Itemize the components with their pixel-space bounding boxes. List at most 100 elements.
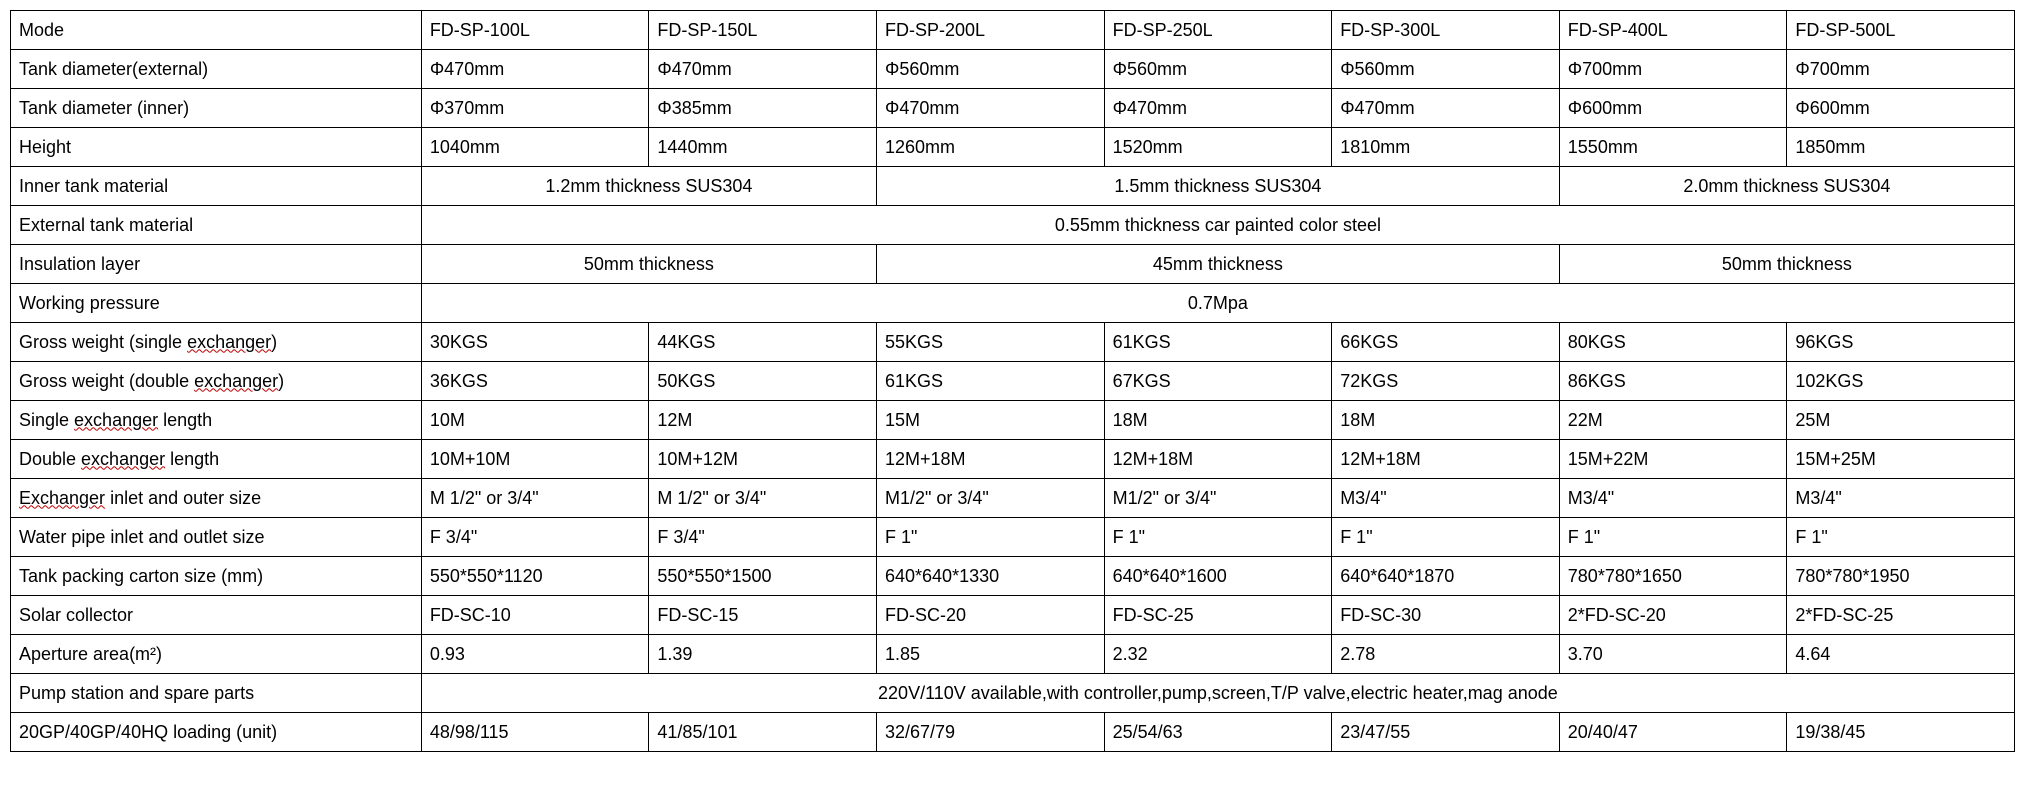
cell: 10M (421, 401, 649, 440)
cell: 86KGS (1559, 362, 1787, 401)
cell: 550*550*1120 (421, 557, 649, 596)
row-height: Height 1040mm 1440mm 1260mm 1520mm 1810m… (11, 128, 2015, 167)
cell: 18M (1104, 401, 1332, 440)
label: Gross weight (double exchanger) (11, 362, 422, 401)
cell: FD-SC-20 (877, 596, 1105, 635)
cell: 1810mm (1332, 128, 1560, 167)
spec-table: Mode FD-SP-100L FD-SP-150L FD-SP-200L FD… (10, 10, 2015, 752)
cell: 1440mm (649, 128, 877, 167)
col-header: FD-SP-200L (877, 11, 1105, 50)
cell: 61KGS (877, 362, 1105, 401)
cell: 1550mm (1559, 128, 1787, 167)
label: Inner tank material (11, 167, 422, 206)
label: Single exchanger length (11, 401, 422, 440)
cell: 30KGS (421, 323, 649, 362)
label: Aperture area(m²) (11, 635, 422, 674)
cell: 96KGS (1787, 323, 2015, 362)
cell: 1.39 (649, 635, 877, 674)
cell-group: 50mm thickness (421, 245, 876, 284)
cell: F 1" (877, 518, 1105, 557)
label: Solar collector (11, 596, 422, 635)
cell: 1850mm (1787, 128, 2015, 167)
row-carton: Tank packing carton size (mm) 550*550*11… (11, 557, 2015, 596)
col-header: FD-SP-150L (649, 11, 877, 50)
col-header: FD-SP-300L (1332, 11, 1560, 50)
col-header: FD-SP-500L (1787, 11, 2015, 50)
cell: FD-SC-30 (1332, 596, 1560, 635)
row-inn-dia: Tank diameter (inner) Φ370mm Φ385mm Φ470… (11, 89, 2015, 128)
row-collector: Solar collector FD-SC-10 FD-SC-15 FD-SC-… (11, 596, 2015, 635)
row-inner-material: Inner tank material 1.2mm thickness SUS3… (11, 167, 2015, 206)
label-mode: Mode (11, 11, 422, 50)
cell: 61KGS (1104, 323, 1332, 362)
cell: M 1/2" or 3/4" (649, 479, 877, 518)
cell: M3/4" (1559, 479, 1787, 518)
cell: 12M+18M (1332, 440, 1560, 479)
cell: 0.93 (421, 635, 649, 674)
cell: F 1" (1104, 518, 1332, 557)
cell: 15M (877, 401, 1105, 440)
cell: F 1" (1559, 518, 1787, 557)
cell-group: 1.2mm thickness SUS304 (421, 167, 876, 206)
cell: 55KGS (877, 323, 1105, 362)
cell: 19/38/45 (1787, 713, 2015, 752)
cell: FD-SC-15 (649, 596, 877, 635)
cell: 102KGS (1787, 362, 2015, 401)
cell: 1520mm (1104, 128, 1332, 167)
label: Exchanger inlet and outer size (11, 479, 422, 518)
cell-full: 0.55mm thickness car painted color steel (421, 206, 2014, 245)
cell: 66KGS (1332, 323, 1560, 362)
cell: 2.78 (1332, 635, 1560, 674)
cell: Φ470mm (421, 50, 649, 89)
row-ext-dia: Tank diameter(external) Φ470mm Φ470mm Φ5… (11, 50, 2015, 89)
label: Insulation layer (11, 245, 422, 284)
col-header: FD-SP-250L (1104, 11, 1332, 50)
cell: 10M+12M (649, 440, 877, 479)
cell: F 3/4" (421, 518, 649, 557)
row-external-material: External tank material 0.55mm thickness … (11, 206, 2015, 245)
cell: 780*780*1650 (1559, 557, 1787, 596)
label: Working pressure (11, 284, 422, 323)
cell: 3.70 (1559, 635, 1787, 674)
cell-full: 0.7Mpa (421, 284, 2014, 323)
cell: Φ700mm (1559, 50, 1787, 89)
cell: Φ560mm (1332, 50, 1560, 89)
cell: 18M (1332, 401, 1560, 440)
cell: F 1" (1332, 518, 1560, 557)
cell: 550*550*1500 (649, 557, 877, 596)
cell: M3/4" (1787, 479, 2015, 518)
cell: Φ370mm (421, 89, 649, 128)
cell: 4.64 (1787, 635, 2015, 674)
cell-group: 2.0mm thickness SUS304 (1559, 167, 2014, 206)
row-se-length: Single exchanger length 10M 12M 15M 18M … (11, 401, 2015, 440)
cell: Φ470mm (1332, 89, 1560, 128)
cell: 2*FD-SC-25 (1787, 596, 2015, 635)
label: Pump station and spare parts (11, 674, 422, 713)
label: External tank material (11, 206, 422, 245)
cell: 48/98/115 (421, 713, 649, 752)
cell: 10M+10M (421, 440, 649, 479)
col-header: FD-SP-400L (1559, 11, 1787, 50)
cell: Φ470mm (877, 89, 1105, 128)
cell: Φ600mm (1787, 89, 2015, 128)
label: Height (11, 128, 422, 167)
cell-group: 45mm thickness (877, 245, 1560, 284)
cell: 640*640*1330 (877, 557, 1105, 596)
cell: 36KGS (421, 362, 649, 401)
cell: 12M (649, 401, 877, 440)
cell: 72KGS (1332, 362, 1560, 401)
col-header: FD-SP-100L (421, 11, 649, 50)
cell: 25/54/63 (1104, 713, 1332, 752)
row-mode: Mode FD-SP-100L FD-SP-150L FD-SP-200L FD… (11, 11, 2015, 50)
label: Tank packing carton size (mm) (11, 557, 422, 596)
label: Tank diameter(external) (11, 50, 422, 89)
row-waterpipe-io: Water pipe inlet and outlet size F 3/4" … (11, 518, 2015, 557)
cell: F 3/4" (649, 518, 877, 557)
cell: FD-SC-10 (421, 596, 649, 635)
cell: 12M+18M (877, 440, 1105, 479)
cell: Φ560mm (1104, 50, 1332, 89)
cell: M1/2" or 3/4" (877, 479, 1105, 518)
row-gw-single: Gross weight (single exchanger) 30KGS 44… (11, 323, 2015, 362)
cell: Φ385mm (649, 89, 877, 128)
cell: 15M+22M (1559, 440, 1787, 479)
